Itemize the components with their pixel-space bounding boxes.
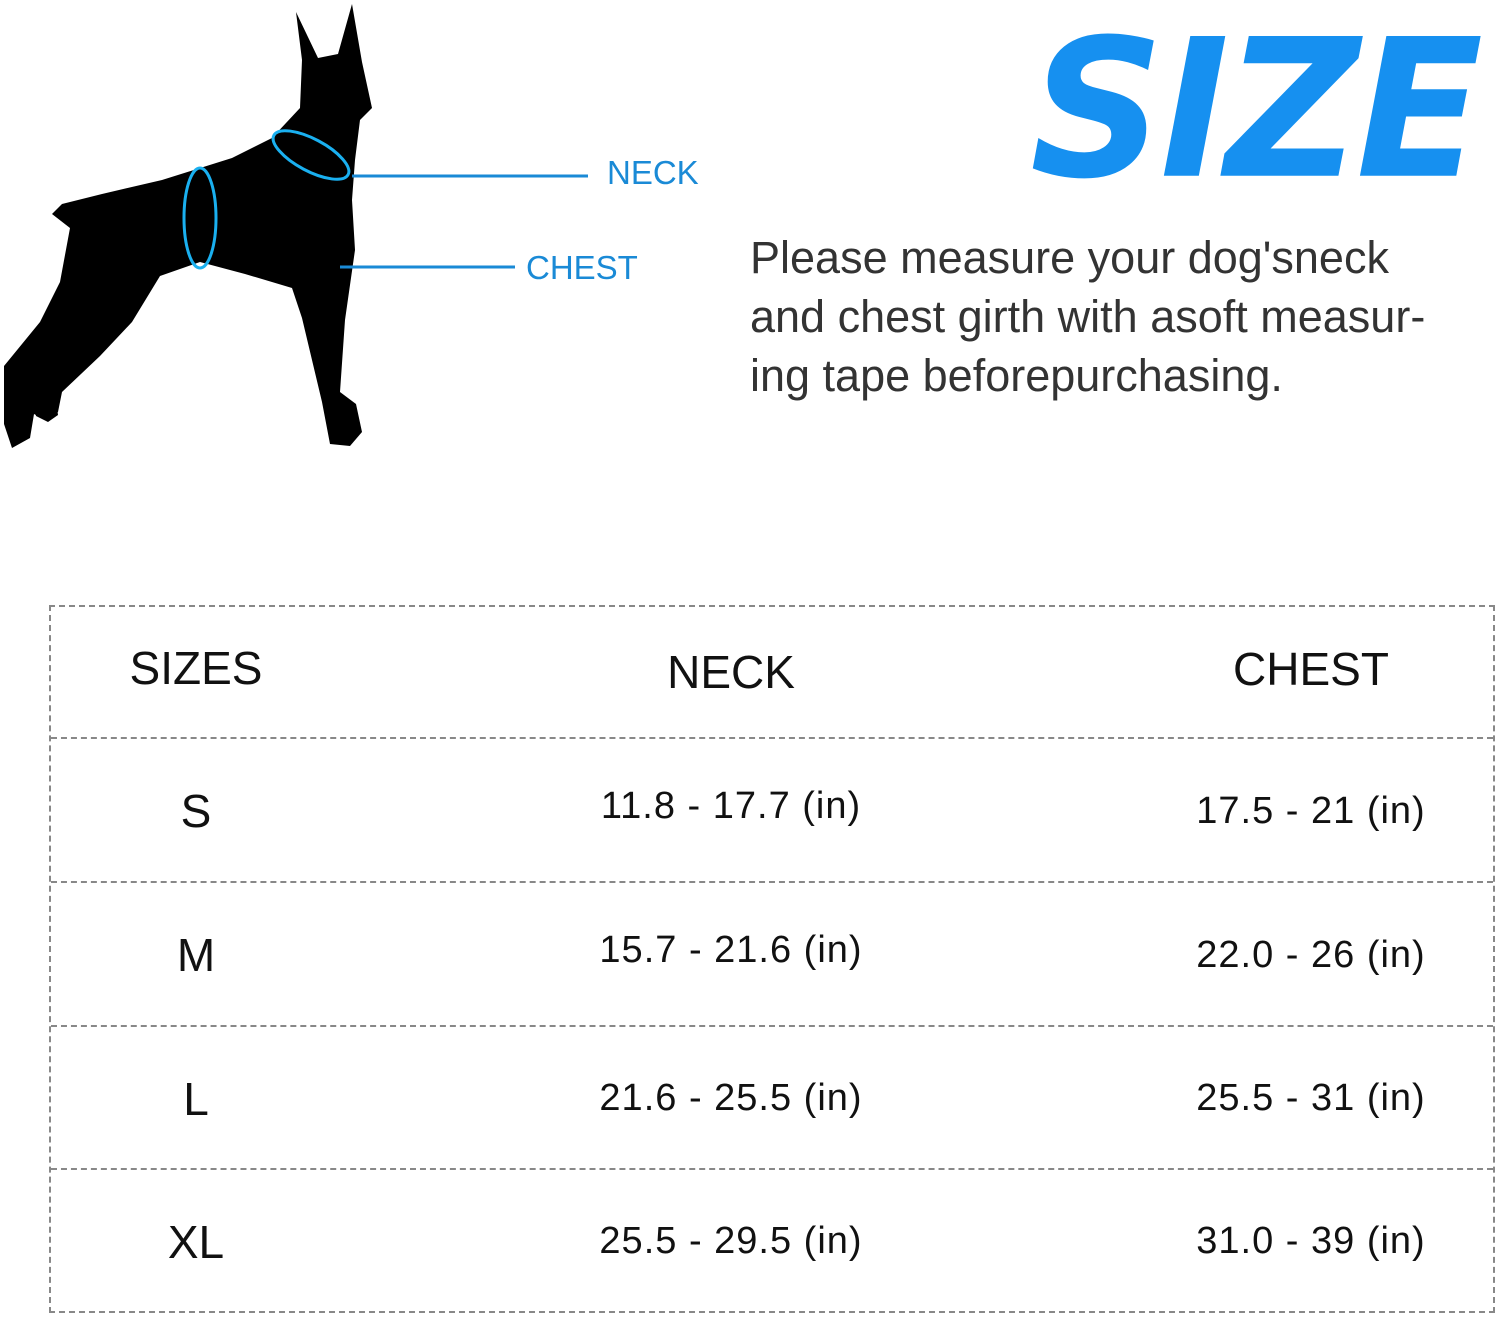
size-cell: M bbox=[176, 929, 216, 981]
neck-measure-ring bbox=[271, 129, 351, 181]
table-row: S 11.8 - 17.7 (in) 17.5 - 21 (in) bbox=[51, 737, 1493, 883]
chest-cell: 31.0 - 39 (in) bbox=[1196, 1220, 1426, 1262]
size-cell: L bbox=[183, 1072, 209, 1125]
chest-label: CHEST bbox=[526, 249, 638, 286]
instruction-line: and chest girth with asoft measur- bbox=[750, 291, 1426, 342]
table-row: L 21.6 - 25.5 (in) 25.5 - 31 (in) bbox=[51, 1025, 1493, 1170]
chest-cell: 22.0 - 26 (in) bbox=[1196, 933, 1426, 976]
size-cell: S bbox=[180, 785, 212, 837]
instruction-line: Please measure your dog'sneck bbox=[750, 232, 1389, 283]
size-table: SIZES NECK CHEST S 11.8 - 17.7 (in) 17.5… bbox=[49, 605, 1495, 1313]
chest-cell: 17.5 - 21 (in) bbox=[1196, 789, 1426, 832]
chest-measure-ring bbox=[182, 166, 218, 270]
measure-instructions: Please measure your dog'sneck and chest … bbox=[750, 228, 1425, 405]
header-sizes: SIZES bbox=[129, 642, 263, 694]
table-row: M 15.7 - 21.6 (in) 22.0 - 26 (in) bbox=[51, 881, 1493, 1027]
dog-body bbox=[4, 4, 372, 448]
dog-hind-leg bbox=[30, 370, 58, 422]
chest-cell: 25.5 - 31 (in) bbox=[1196, 1077, 1426, 1119]
table-row: XL 25.5 - 29.5 (in) 31.0 - 39 (in) bbox=[51, 1168, 1493, 1313]
dog-silhouette bbox=[4, 4, 588, 448]
size-heading: SIZE bbox=[1030, 0, 1483, 222]
neck-cell: 25.5 - 29.5 (in) bbox=[599, 1220, 863, 1262]
table-header-row: SIZES NECK CHEST bbox=[51, 607, 1493, 737]
neck-label: NECK bbox=[607, 154, 699, 191]
size-cell: XL bbox=[167, 1215, 225, 1268]
neck-cell: 11.8 - 17.7 (in) bbox=[600, 784, 862, 827]
header-chest: CHEST bbox=[1233, 643, 1389, 695]
neck-cell: 21.6 - 25.5 (in) bbox=[599, 1077, 863, 1119]
neck-cell: 15.7 - 21.6 (in) bbox=[599, 928, 863, 971]
header-neck: NECK bbox=[667, 646, 795, 698]
instruction-line: ing tape beforepurchasing. bbox=[750, 350, 1283, 401]
